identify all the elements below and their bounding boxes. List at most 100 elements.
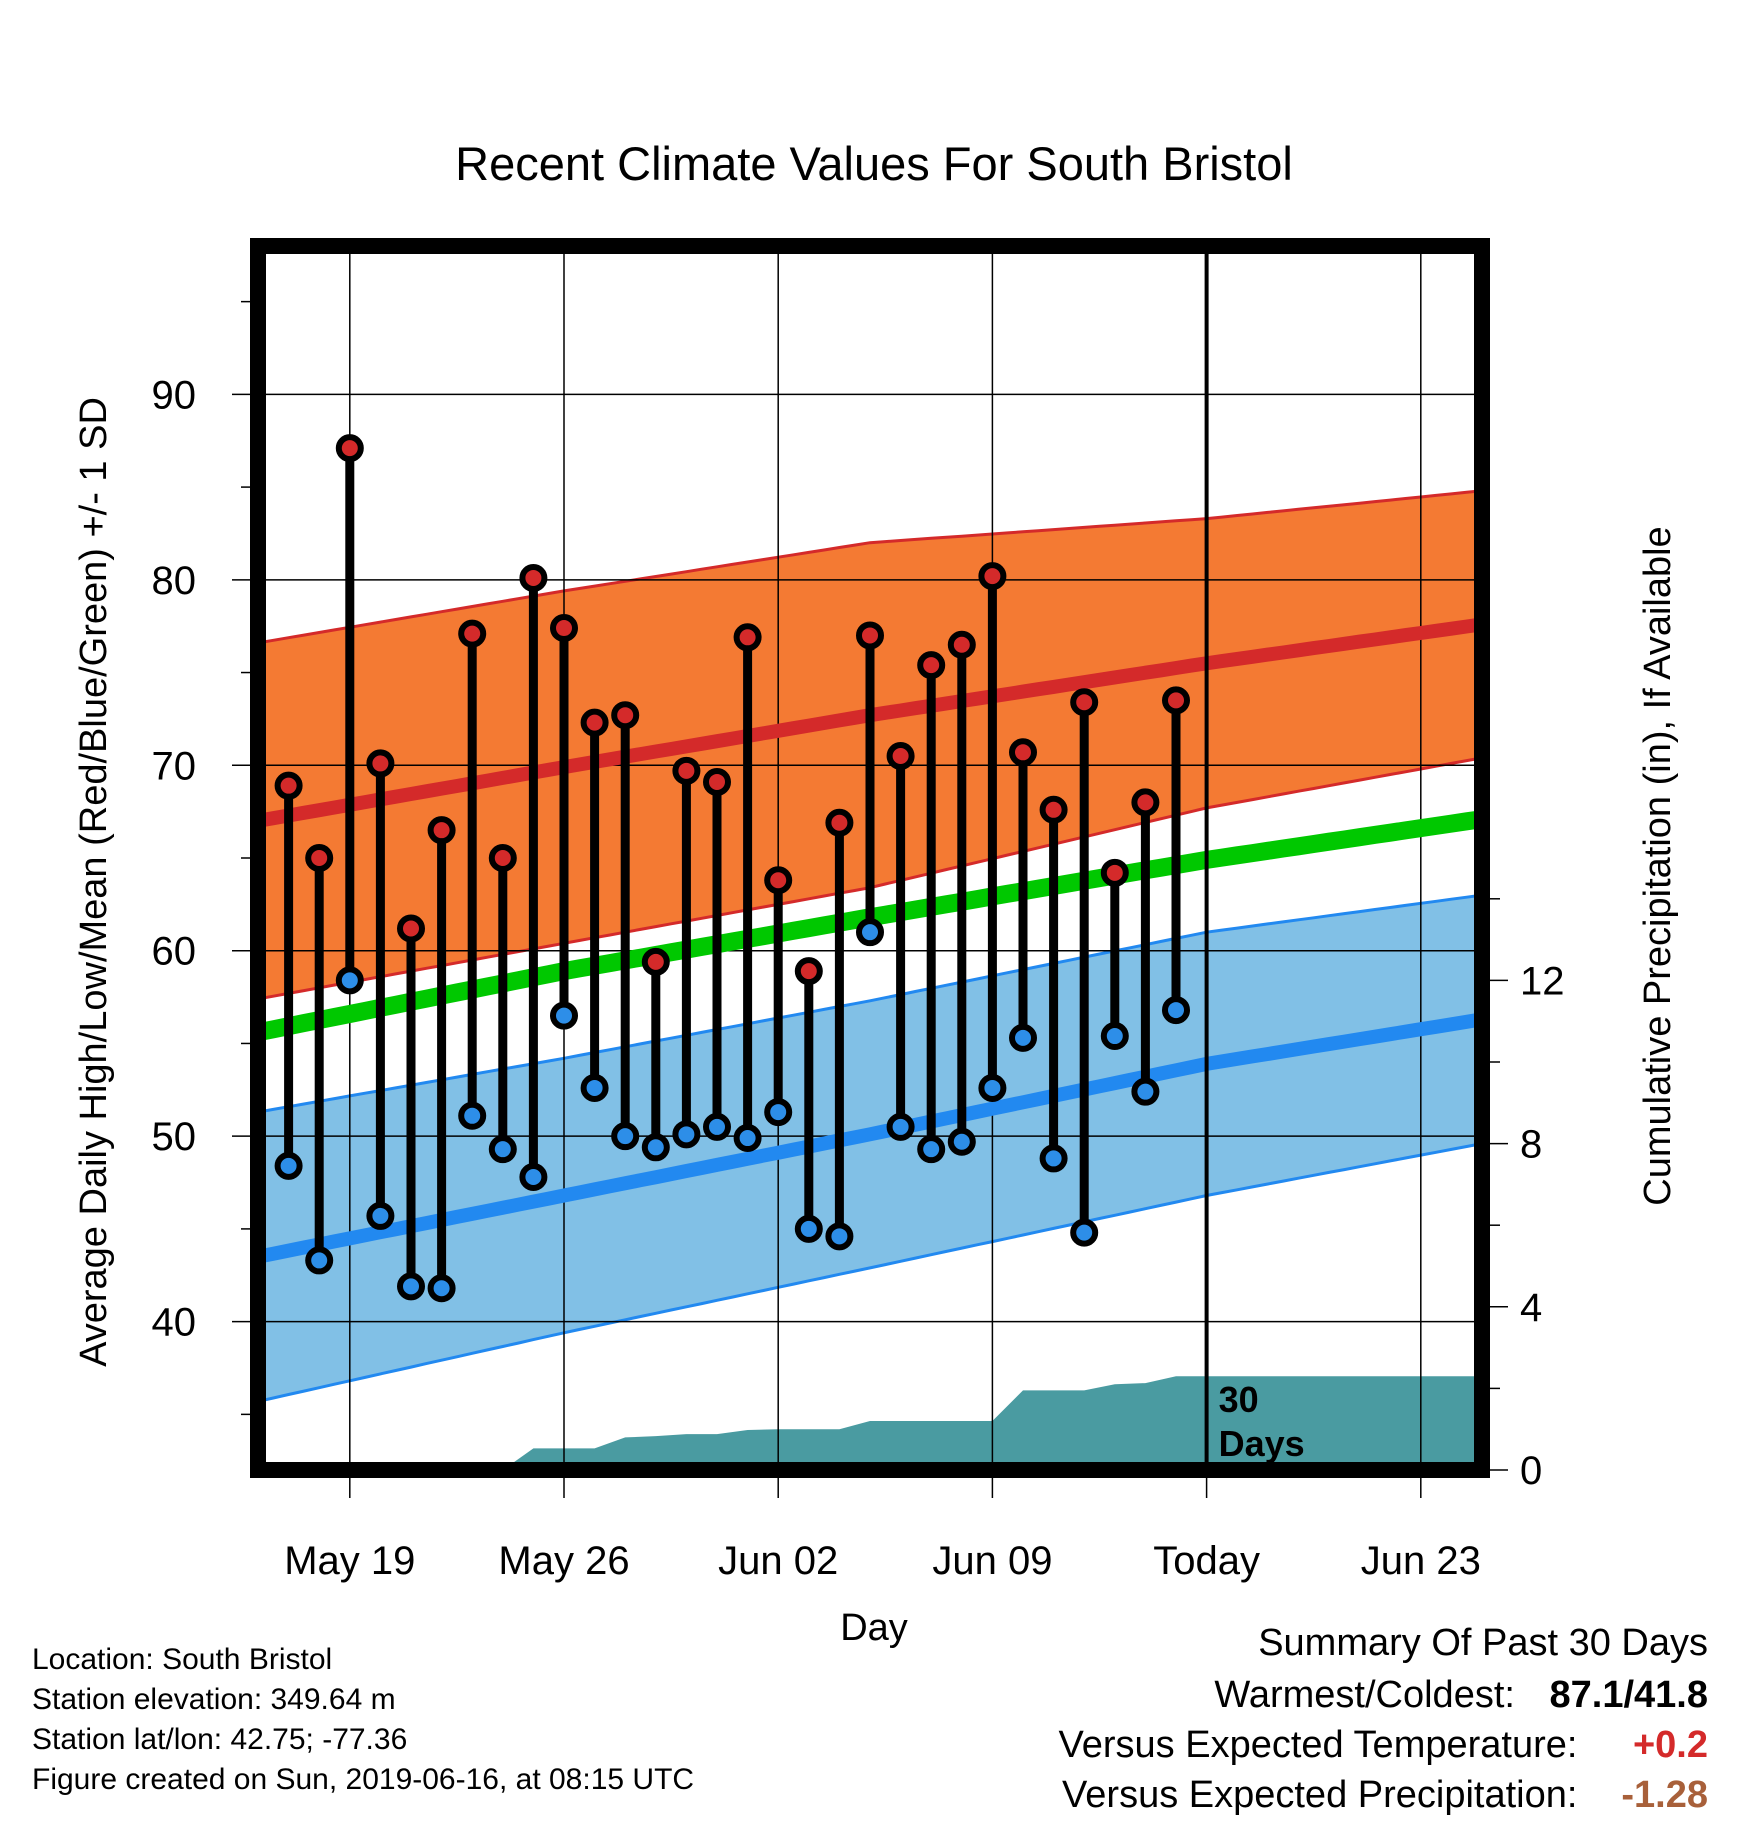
daily-high-marker	[1039, 795, 1068, 824]
x-tick-label: May 19	[284, 1539, 415, 1583]
summary-warmest-value: 87.1/41.8	[1549, 1674, 1708, 1716]
y2-axis: 0 4 8 12	[1490, 898, 1565, 1493]
daily-high-marker	[550, 614, 578, 643]
daily-high-marker	[978, 562, 1007, 591]
daily-high-marker	[1162, 686, 1190, 715]
daily-high-marker	[641, 947, 670, 976]
daily-low-marker	[856, 918, 884, 947]
x-tick-label: Jun 23	[1361, 1539, 1481, 1583]
normal-low-line	[258, 1012, 1482, 1264]
daily-low-marker	[1131, 1077, 1160, 1106]
y2-tick-label: 0	[1520, 1449, 1542, 1493]
y2-tick-label: 8	[1520, 1123, 1542, 1167]
created-text: Figure created on Sun, 2019-06-16, at 08…	[32, 1763, 695, 1796]
daily-low-marker	[335, 966, 364, 995]
daily-high-marker	[335, 434, 364, 463]
chart-title: Recent Climate Values For South Bristol	[455, 137, 1293, 190]
low-sd-lower-line	[258, 1142, 1482, 1403]
daily-low-marker	[703, 1112, 731, 1141]
summary-precip-value: -1.28	[1621, 1774, 1708, 1816]
summary-temp-label: Versus Expected Temperature:	[1058, 1724, 1578, 1766]
daily-low-marker	[978, 1073, 1007, 1102]
daily-high-marker	[825, 808, 854, 837]
plot-frame	[250, 238, 1490, 1478]
daily-low-marker	[305, 1246, 334, 1275]
daily-low-marker	[366, 1201, 395, 1230]
daily-high-marker	[519, 563, 548, 592]
daily-high-marker	[947, 630, 976, 659]
y-tick-label: 80	[152, 559, 197, 603]
daily-high-marker	[366, 749, 395, 778]
y-tick-label: 70	[152, 744, 197, 788]
daily-high-marker	[397, 914, 425, 943]
location-text: Location: South Bristol	[32, 1643, 333, 1676]
daily-high-marker	[488, 844, 517, 872]
daily-low-marker	[1162, 996, 1190, 1025]
daily-high-marker	[274, 771, 303, 800]
daily-low-marker	[1009, 1023, 1037, 1052]
daily-low-marker	[947, 1127, 976, 1156]
y2-tick-label: 12	[1520, 959, 1565, 1003]
low-sd-upper-line	[258, 893, 1482, 1114]
station-info: Location: South Bristol Station elevatio…	[32, 1640, 694, 1800]
daily-low-marker	[641, 1133, 670, 1162]
high-sd-upper-line	[258, 489, 1482, 645]
daily-low-marker	[764, 1098, 793, 1127]
daily-low-marker	[672, 1120, 701, 1149]
daily-high-marker	[672, 756, 701, 785]
x-axis-label: Day	[840, 1607, 908, 1649]
y2-axis-label: Cumulative Precipitation (in), If Availa…	[1637, 526, 1679, 1205]
daily-high-marker	[1100, 858, 1129, 887]
y-tick-label: 60	[152, 930, 197, 974]
daily-high-marker	[764, 866, 793, 895]
daily-high-marker	[856, 621, 884, 650]
daily-high-marker	[427, 816, 456, 845]
daily-high-marker	[886, 742, 915, 770]
daily-low-marker	[611, 1122, 640, 1151]
summary-precip-label: Versus Expected Precipitation:	[1062, 1774, 1578, 1816]
daily-low-marker	[1039, 1144, 1068, 1173]
daily-low-marker	[550, 1001, 578, 1030]
daily-high-marker	[794, 957, 823, 986]
daily-low-marker	[1070, 1218, 1099, 1247]
daily-low-marker	[397, 1272, 425, 1301]
x-tick-label: Today	[1153, 1539, 1260, 1583]
daily-low-marker	[580, 1073, 609, 1102]
daily-low-marker	[274, 1151, 303, 1180]
daily-high-marker	[611, 701, 640, 730]
daily-high-marker	[917, 651, 946, 680]
daily-low-marker	[917, 1135, 946, 1164]
y-tick-label: 40	[152, 1301, 197, 1345]
daily-high-marker	[305, 844, 334, 872]
elevation-text: Station elevation: 349.64 m	[32, 1683, 396, 1716]
daily-low-marker	[427, 1274, 456, 1303]
daily-low-marker	[458, 1101, 487, 1130]
latlon-text: Station lat/lon: 42.75; -77.36	[32, 1723, 408, 1756]
today-annotation-line1: 30	[1219, 1379, 1259, 1420]
summary-temp-value: +0.2	[1632, 1724, 1708, 1766]
x-axis: May 19 May 26 Jun 02 Jun 09 Today Jun 23	[284, 1478, 1481, 1583]
daily-low-marker	[825, 1222, 854, 1251]
daily-low-marker	[733, 1124, 762, 1153]
y-tick-label: 50	[152, 1115, 197, 1159]
daily-low-marker	[794, 1214, 823, 1243]
daily-high-marker	[458, 619, 487, 648]
x-tick-label: Jun 02	[718, 1539, 838, 1583]
daily-low-marker	[886, 1112, 915, 1141]
daily-high-marker	[1070, 688, 1099, 717]
today-annotation-line2: Days	[1219, 1423, 1305, 1464]
daily-high-marker	[703, 767, 731, 796]
y-axis: 40 50 60 70 80 90	[152, 300, 250, 1416]
daily-high-marker	[1009, 738, 1037, 767]
daily-high-marker	[580, 708, 609, 737]
summary-warmest-label: Warmest/Coldest:	[1214, 1674, 1515, 1716]
daily-high-marker	[1131, 788, 1160, 817]
daily-low-marker	[1100, 1022, 1129, 1051]
summary-heading: Summary Of Past 30 Days	[1258, 1622, 1708, 1664]
daily-low-marker	[488, 1135, 517, 1164]
x-tick-label: Jun 09	[932, 1539, 1052, 1583]
x-tick-label: May 26	[498, 1539, 629, 1583]
y-tick-label: 90	[152, 373, 197, 417]
